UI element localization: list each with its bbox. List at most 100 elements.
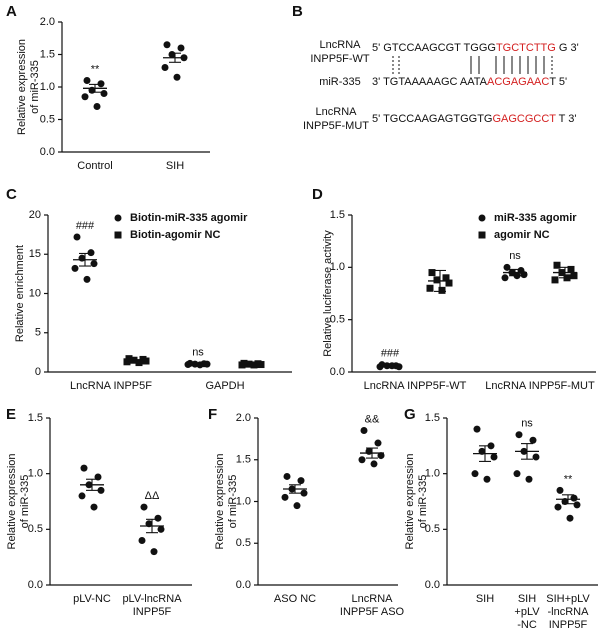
panel-b: B LncRNA INPP5F-WT 5' GTCCAAGCGT TGGGTGC…: [292, 3, 579, 132]
point: [374, 439, 382, 447]
x-tick-label: pLV-NC: [73, 593, 111, 605]
y-tick-label: 2.0: [236, 412, 251, 424]
y-axis-label: Relative luciferase activity: [322, 230, 334, 357]
sequence: 5' TGCCAAGAGTGGTGGAGCGCCT T 3': [372, 113, 576, 125]
row-name: LncRNA: [316, 106, 358, 118]
pairing-lines: [392, 56, 553, 74]
point: [566, 514, 574, 522]
point: [97, 80, 105, 88]
panel: A Relative expression of miR-335 0.0 0.5 1.0 1…: [6, 3, 210, 172]
y-axis-label: of miR-335: [227, 475, 239, 529]
x-tick-label: -NC: [517, 619, 537, 631]
x-tick-label: pLV-lncRNA: [122, 593, 182, 605]
y-tick-label: 1.0: [236, 495, 251, 507]
point: [442, 274, 450, 282]
x-tick-label: LncRNA: [352, 593, 394, 605]
sequence: 3' TGTAAAAAGC AATAACGAGAACT 5': [372, 76, 567, 88]
panel-letter: B: [292, 3, 303, 20]
panel: G Relative expression of miR-335 0.0 0.5 1.0 1…: [404, 406, 598, 631]
point: [140, 503, 148, 511]
point: [71, 264, 79, 272]
point: [114, 231, 122, 239]
x-tick-label: SIH+pLV: [546, 593, 590, 605]
point: [438, 286, 446, 294]
y-tick-label: 10: [29, 287, 41, 299]
y-tick-label: 5: [35, 327, 41, 339]
y-tick-label: 1.5: [236, 454, 251, 466]
x-tick-label: INPP5F: [133, 606, 172, 618]
point: [529, 436, 537, 444]
point: [573, 501, 581, 509]
point: [503, 263, 511, 271]
point: [553, 261, 561, 269]
point: [490, 453, 498, 461]
row-name: INPP5F-WT: [310, 53, 370, 65]
x-tick-label: INPP5F ASO: [340, 606, 405, 618]
point: [501, 274, 509, 282]
x-tick-label: LncRNA INPP5F-MUT: [485, 380, 595, 392]
x-tick-label: GAPDH: [205, 380, 244, 392]
point: [135, 359, 143, 367]
seq-seed: GAGCGCCT: [492, 113, 556, 125]
panel-letter: A: [6, 3, 17, 20]
seq-seed: ACGAGAAC: [487, 76, 549, 88]
x-tick-label: LncRNA INPP5F: [70, 380, 152, 392]
y-tick-label: 0.5: [330, 314, 345, 326]
point: [377, 452, 385, 460]
point: [483, 475, 491, 483]
point: [554, 503, 562, 511]
point: [163, 41, 171, 49]
point: [177, 44, 185, 52]
y-tick-label: 1.0: [425, 468, 440, 480]
significance: **: [91, 63, 100, 75]
point: [551, 276, 559, 284]
point: [73, 233, 81, 241]
point: [370, 460, 378, 468]
seq-part: T 3': [556, 113, 577, 125]
y-axis-label: of miR-335: [417, 475, 429, 529]
y-tick-label: 0.5: [236, 537, 251, 549]
y-tick-label: 2.0: [40, 16, 55, 28]
y-tick-label: 15: [29, 248, 41, 260]
row-name: INPP5F-MUT: [303, 120, 369, 132]
point: [90, 503, 98, 511]
x-tick-label: SIH: [166, 160, 184, 172]
x-tick-label: +pLV: [514, 606, 540, 618]
point: [478, 231, 486, 239]
y-axis-label: Relative expression: [6, 454, 18, 550]
legend-label: agomir NC: [494, 229, 550, 241]
panel-letter: D: [312, 186, 323, 203]
panel: F Relative expression of miR-335 0.0 0.5 1.0 1…: [208, 406, 405, 618]
seq-part: T 5': [549, 76, 567, 88]
point: [93, 103, 101, 110]
y-tick-label: 1.5: [330, 209, 345, 221]
legend-label: Biotin-miR-335 agomir: [130, 212, 248, 224]
seq-part: 5' TGCCAAGAGTGGTG: [372, 113, 492, 125]
x-tick-label: LncRNA INPP5F-WT: [364, 380, 467, 392]
point: [78, 492, 86, 500]
x-tick-label: -lncRNA: [548, 606, 590, 618]
panel-letter: C: [6, 186, 17, 203]
row-name: miR-335: [319, 76, 361, 88]
y-tick-label: 0.5: [425, 523, 440, 535]
point: [161, 64, 169, 71]
point: [513, 470, 521, 478]
y-tick-label: 1.0: [28, 468, 43, 480]
panel-letter: F: [208, 406, 217, 423]
point: [556, 486, 564, 494]
point: [358, 456, 366, 464]
point: [97, 486, 105, 494]
significance: ns: [509, 250, 521, 262]
x-tick-label: SIH: [476, 593, 494, 605]
point: [238, 361, 246, 369]
significance: ΔΔ: [145, 490, 160, 502]
point: [283, 472, 291, 480]
sequence: 5' GTCCAAGCGT TGGGTGCTCTTG G 3': [372, 42, 579, 54]
point: [478, 214, 486, 222]
y-tick-label: 0.5: [40, 113, 55, 125]
seq-part: 5' GTCCAAGCGT TGGG: [372, 42, 496, 54]
point: [90, 260, 98, 268]
y-tick-label: 0.0: [236, 579, 251, 591]
y-tick-label: 0.0: [28, 579, 43, 591]
point: [473, 425, 481, 433]
